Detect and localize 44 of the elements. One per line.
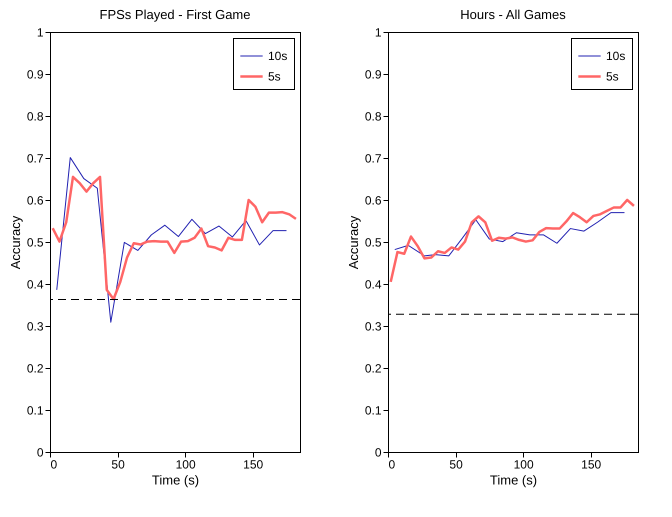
y-tick-label: 0.7 (364, 152, 382, 166)
y-tick-label: 0.5 (364, 236, 382, 250)
y-tick-label: 0 (374, 446, 382, 460)
x-axis-title: Time (s) (490, 472, 538, 488)
y-tick-label: 0 (36, 446, 44, 460)
x-tick-label: 0 (50, 458, 58, 472)
y-tick-label: 0.5 (26, 236, 44, 250)
y-axis-title: Accuracy (346, 215, 361, 270)
y-axis-title: Accuracy (8, 215, 23, 270)
x-tick-label: 100 (514, 458, 534, 472)
line-series (394, 212, 625, 256)
y-tick-label: 0.6 (364, 194, 382, 208)
x-tick-label: 50 (111, 458, 126, 472)
legend-label: 5s (606, 70, 619, 84)
line-series (389, 198, 636, 284)
x-tick-label: 100 (176, 458, 196, 472)
y-tick-label: 0.3 (364, 320, 382, 334)
y-tick-label: 0.1 (26, 404, 44, 418)
y-tick-label: 0.2 (364, 362, 382, 376)
y-tick-label: 1 (374, 26, 382, 40)
legend-label: 10s (606, 49, 626, 63)
y-tick-label: 0.6 (26, 194, 44, 208)
x-tick-label: 0 (388, 458, 396, 472)
y-tick-label: 0.1 (364, 404, 382, 418)
chart-title: Hours - All Games (460, 7, 566, 22)
chart-title: FPSs Played - First Game (100, 7, 250, 22)
y-tick-label: 0.7 (26, 152, 44, 166)
legend-label: 5s (268, 70, 281, 84)
x-axis-title: Time (s) (152, 472, 200, 488)
y-tick-label: 0.4 (26, 278, 44, 292)
y-tick-label: 0.2 (26, 362, 44, 376)
y-tick-label: 0.8 (364, 110, 382, 124)
y-tick-label: 0.3 (26, 320, 44, 334)
legend-label: 10s (268, 49, 288, 63)
y-tick-label: 1 (36, 26, 44, 40)
x-tick-label: 50 (449, 458, 464, 472)
y-tick-label: 0.9 (26, 68, 44, 82)
line-series (51, 176, 298, 300)
y-tick-label: 0.4 (364, 278, 382, 292)
y-tick-label: 0.9 (364, 68, 382, 82)
y-tick-label: 0.8 (26, 110, 44, 124)
x-tick-label: 150 (243, 458, 264, 472)
line-series (56, 157, 287, 323)
x-tick-label: 150 (581, 458, 602, 472)
